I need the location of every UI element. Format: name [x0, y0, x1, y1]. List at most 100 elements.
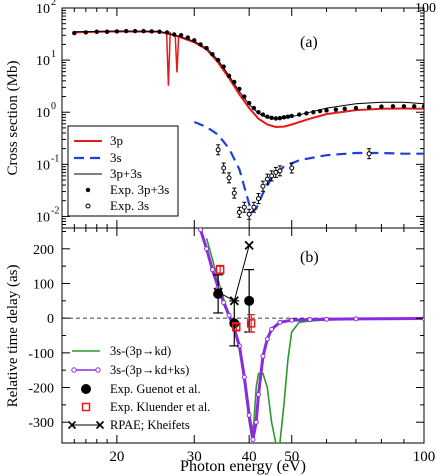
panel-a-data — [72, 28, 424, 220]
exp-3p3s-point-35 — [297, 112, 302, 117]
x-tick-label-1: 30 — [187, 449, 202, 465]
exp-3p3s-point-32 — [281, 115, 287, 120]
x-tick-label-3: 50 — [284, 449, 299, 465]
series-3s-line — [193, 120, 424, 215]
series-3s-3p-kd-ks--marker-17 — [289, 317, 295, 323]
legend-a-exp-3s-label: Exp. 3s — [110, 198, 149, 213]
panel-b-ylabel: Relative time delay (as) — [5, 265, 21, 408]
series-3s-3p-kd-ks--marker-19 — [324, 316, 330, 322]
exp-3p3s-point-42 — [353, 105, 359, 111]
legend-b-3s-3p-kd-ks--swatch-marker-a — [71, 367, 77, 373]
exp-3p3s-point-14 — [192, 38, 197, 43]
exp-3p3s-point-31 — [277, 115, 283, 121]
legend-a-exp-3s-swatch — [85, 203, 91, 209]
legend-b-3s-3p-kd-ks--label: 3s-(3p→kd+ks) — [110, 363, 189, 377]
exp-3s-point-14 — [289, 165, 295, 171]
rpae-cross-b-0 — [213, 287, 223, 297]
panel-a-ytick-exp-1: -1 — [51, 153, 59, 164]
rpae-cross-b-2 — [244, 240, 254, 250]
panel-a-ytick-label-3: 10 — [36, 54, 50, 69]
rpae-cross-b-1 — [229, 296, 239, 306]
panel-b-ytick-label-1: -200 — [28, 382, 54, 397]
exp-3p3s-point-47 — [412, 104, 417, 109]
exp-3p3s-point-30 — [273, 116, 279, 121]
top-right-tick-label: 100 — [415, 1, 436, 16]
exp-3p3s-point-34 — [289, 113, 294, 119]
exp-3p3s-point-28 — [265, 114, 270, 119]
series-3s-3p-kd-ks--marker-10 — [250, 437, 256, 443]
exp-3p3s-point-27 — [260, 112, 266, 117]
exp-3s-point-8 — [255, 196, 261, 202]
panel-a-ytick-label-1: 10 — [36, 158, 50, 173]
exp-3p3s-point-4 — [114, 29, 120, 34]
exp-3p3s-point-39 — [324, 108, 329, 113]
exp-3p3s-point-9 — [157, 29, 162, 34]
legend-b: 3s-(3p→kd) 3s-(3p→kd+ks) Exp. Guenot et al… — [67, 344, 210, 432]
exp-3p3s-point-3 — [104, 29, 110, 34]
exp-3p3s-point-15 — [198, 42, 203, 47]
exp-3p3s-point-18 — [215, 57, 221, 63]
exp-3p3s-point-8 — [149, 29, 154, 34]
x-axis-label: Photon energy (eV) — [180, 458, 306, 475]
x-tick-label-2: 40 — [242, 449, 257, 465]
series-3s-3p-kd-ks--marker-4 — [221, 300, 227, 306]
series-3s-3p-kd-ks--marker-5 — [226, 312, 232, 318]
panel-b-ytick-label-2: -100 — [28, 347, 54, 362]
exp-3p3s-point-36 — [304, 111, 309, 116]
exp-3p3s-point-19 — [221, 64, 226, 69]
series-3s-3p-kd-ks--marker-18 — [307, 317, 313, 323]
exp-3p3s-point-16 — [204, 45, 209, 51]
series-3s-3p-kd-ks--marker-15 — [269, 326, 275, 332]
exp-3p3s-point-12 — [178, 33, 184, 38]
panel-b-ytick-label-3: 0 — [47, 312, 54, 327]
exp-3p3s-point-29 — [269, 115, 274, 121]
panel-a-ylabel: Cross section (Mb) — [5, 61, 21, 176]
legend-b-exp-guenot-et-al--label: Exp. Guenot et al. — [110, 382, 201, 396]
exp-3s-point-15 — [366, 151, 372, 157]
panel-a-ytick-label-4: 10 — [36, 2, 50, 17]
exp-3p3s-point-7 — [141, 28, 146, 34]
exp-3p3s-point-13 — [185, 35, 190, 40]
kluender-point-1 — [232, 322, 241, 332]
legend-a-3p-3s-label: 3p+3s — [110, 166, 142, 181]
exp-3p3s-point-23 — [242, 94, 247, 99]
exp-3s-point-0 — [215, 147, 221, 153]
legend-b-rpae-kheifets-label: RPAE; Kheifets — [110, 418, 190, 432]
exp-3p3s-point-24 — [246, 100, 252, 106]
exp-3s-point-12 — [273, 169, 279, 175]
exp-3s-point-13 — [277, 168, 283, 174]
panel-b-ytick-label-0: -300 — [28, 416, 54, 431]
panel-a-ytick-label-2: 10 — [36, 106, 50, 121]
exp-3p3s-point-0 — [72, 30, 77, 36]
series-3s-3p-kd-ks--marker-16 — [277, 319, 283, 325]
x-tick-label-4: 100 — [413, 449, 436, 465]
exp-3p3s-point-11 — [171, 32, 177, 37]
exp-3p3s-point-25 — [251, 105, 257, 111]
exp-3s-point-6 — [246, 211, 252, 217]
exp-3p3s-point-38 — [317, 108, 323, 114]
guenot-point-2 — [244, 295, 255, 306]
exp-3p3s-point-46 — [401, 104, 407, 109]
exp-3s-point-7 — [251, 204, 257, 210]
exp-3p3s-point-26 — [256, 110, 261, 115]
series-3s-3p-kd-ks--marker-8 — [241, 374, 247, 380]
exp-3p3s-point-37 — [311, 110, 316, 115]
series-3s-3p-kd-ks--marker-9 — [246, 412, 252, 418]
exp-3p3s-point-1 — [83, 30, 89, 35]
legend-b-exp-kluender-et-al--swatch — [81, 402, 91, 412]
panel-b-ytick-label-5: 200 — [33, 243, 54, 258]
series-3p-spike-1 — [174, 35, 180, 73]
exp-3s-point-1 — [221, 165, 227, 171]
series-3s-3p-kd-ks--marker-2 — [209, 267, 215, 273]
exp-3p3s-point-45 — [390, 104, 396, 109]
exp-3s-point-10 — [264, 176, 270, 182]
legend-b-3s-3p-kd--label: 3s-(3p→kd) — [110, 344, 171, 358]
panel-b-label: (b) — [300, 249, 319, 266]
exp-3p3s-point-21 — [232, 79, 237, 85]
series-3s-3p-kd-ks--marker-1 — [204, 246, 210, 252]
series-3p-spike-0 — [165, 31, 171, 86]
series-3s-3p-kd-ks--marker-20 — [353, 316, 359, 322]
legend-b-3s-3p-kd-ks--swatch-marker-b — [95, 367, 101, 373]
